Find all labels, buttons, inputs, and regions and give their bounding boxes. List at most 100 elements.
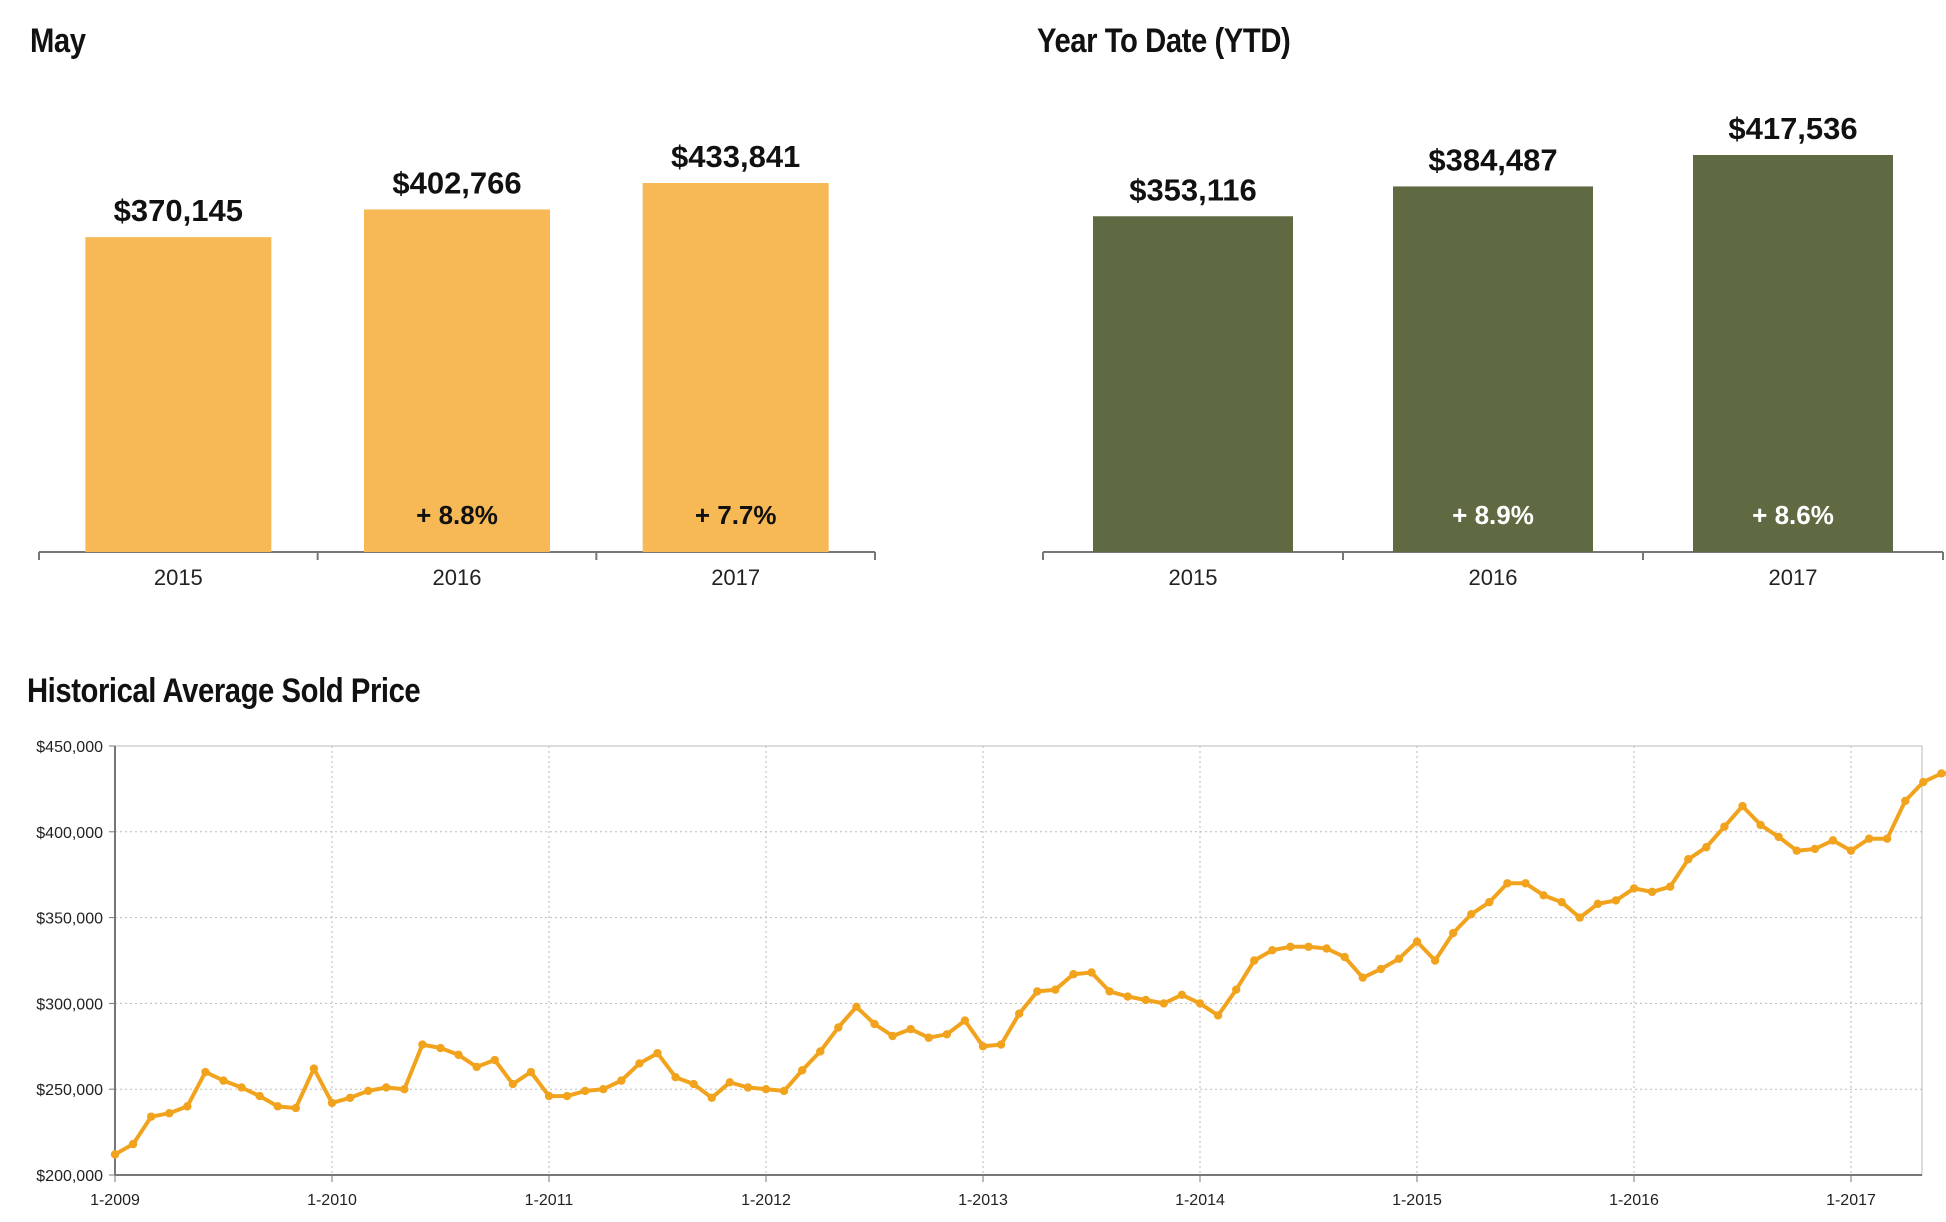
may-bar-2015: [85, 237, 272, 552]
ytd-category-label-2015: 2015: [1169, 565, 1218, 590]
y-tick-label: $200,000: [36, 1168, 103, 1185]
data-point: [1756, 820, 1765, 830]
data-point: [1738, 801, 1747, 811]
ytd-category-label-2017: 2017: [1769, 565, 1818, 590]
data-point: [1322, 944, 1331, 953]
data-point: [1611, 896, 1621, 905]
data-point: [870, 1019, 879, 1029]
data-point: [725, 1078, 735, 1087]
data-point: [1901, 796, 1910, 806]
x-tick-label: 1-2016: [1609, 1192, 1659, 1209]
may-chart-title: May: [30, 22, 86, 60]
data-point: [255, 1091, 264, 1101]
data-point: [128, 1139, 138, 1149]
data-point: [599, 1085, 608, 1094]
data-point: [508, 1079, 518, 1089]
may-bar-2016: [364, 209, 550, 552]
data-point: [1593, 899, 1603, 909]
data-point: [1919, 777, 1928, 787]
data-point: [1774, 832, 1783, 842]
may-category-label-2017: 2017: [711, 565, 760, 590]
ytd-change-label-2017: + 8.6%: [1752, 500, 1834, 530]
may-value-label-2016: $402,766: [392, 165, 521, 200]
x-tick-label: 1-2013: [958, 1192, 1008, 1209]
plot-area-border: [114, 745, 1923, 1176]
data-point: [1702, 843, 1711, 852]
y-tick-label: $250,000: [36, 1082, 103, 1099]
data-point: [219, 1076, 228, 1085]
data-point: [1521, 879, 1530, 888]
data-point: [1720, 822, 1729, 831]
ytd-value-label-2015: $353,116: [1129, 172, 1257, 207]
data-point: [1159, 999, 1169, 1008]
ytd-bar-2015: [1093, 216, 1293, 552]
data-point: [1412, 937, 1422, 946]
data-point: [1231, 985, 1241, 994]
may-value-label-2017: $433,841: [671, 139, 800, 174]
may-value-label-2015: $370,145: [114, 193, 243, 228]
ytd-change-label-2016: + 8.9%: [1452, 500, 1534, 530]
data-point: [779, 1086, 789, 1096]
y-tick-label: $450,000: [36, 739, 103, 756]
ytd-bar-2017: [1693, 155, 1893, 552]
data-point: [1195, 999, 1205, 1008]
data-point: [1575, 913, 1584, 922]
may-category-label-2015: 2015: [154, 565, 203, 590]
data-point: [110, 1150, 120, 1159]
data-point: [1557, 897, 1566, 907]
data-point: [924, 1033, 933, 1042]
x-tick-label: 1-2012: [741, 1192, 791, 1209]
data-point: [1177, 990, 1187, 1000]
data-point: [1394, 954, 1404, 963]
x-tick-label: 1-2011: [525, 1192, 574, 1209]
data-point: [906, 1024, 915, 1034]
data-point: [1123, 992, 1132, 1001]
x-tick-label: 1-2009: [90, 1192, 140, 1209]
data-point: [327, 1098, 337, 1108]
data-point: [1810, 844, 1820, 854]
data-point: [1033, 987, 1042, 996]
data-point: [707, 1093, 716, 1102]
data-point: [1448, 928, 1458, 938]
data-point: [309, 1064, 319, 1073]
data-point: [1340, 952, 1349, 962]
data-point: [1087, 968, 1096, 977]
data-point: [454, 1050, 463, 1060]
data-point: [1539, 891, 1548, 900]
data-point: [490, 1055, 499, 1065]
data-point: [400, 1085, 409, 1094]
data-point: [1828, 836, 1838, 845]
historical-chart-title: Historical Average Sold Price: [27, 672, 421, 710]
y-tick-label: $300,000: [36, 996, 103, 1013]
y-tick-label: $350,000: [36, 911, 103, 928]
may-change-label-2016: + 8.8%: [416, 500, 498, 530]
data-point: [201, 1067, 210, 1077]
data-point: [797, 1066, 807, 1075]
data-point: [888, 1031, 897, 1041]
data-point: [617, 1076, 626, 1085]
data-point: [1665, 882, 1675, 891]
data-point: [834, 1023, 843, 1032]
data-point: [671, 1072, 680, 1082]
data-point: [1213, 1011, 1223, 1020]
data-point: [743, 1083, 753, 1092]
data-point: [291, 1103, 301, 1113]
ytd-value-label-2017: $417,536: [1728, 111, 1857, 146]
data-point: [1250, 956, 1259, 965]
data-point: [345, 1093, 355, 1102]
ytd-bar-2016: [1393, 186, 1593, 552]
data-point: [436, 1043, 445, 1053]
data-point: [978, 1042, 988, 1051]
data-point: [1882, 834, 1892, 843]
data-point: [960, 1016, 970, 1025]
may-change-label-2017: + 7.7%: [695, 500, 777, 530]
may-bar-2017: [642, 183, 829, 552]
data-point: [1286, 942, 1295, 951]
x-tick-label: 1-2010: [307, 1192, 357, 1209]
data-point: [472, 1062, 481, 1072]
ytd-chart-title: Year To Date (YTD): [1037, 22, 1291, 60]
data-point: [1069, 970, 1078, 979]
average-sold-price-line: [114, 771, 1946, 1157]
